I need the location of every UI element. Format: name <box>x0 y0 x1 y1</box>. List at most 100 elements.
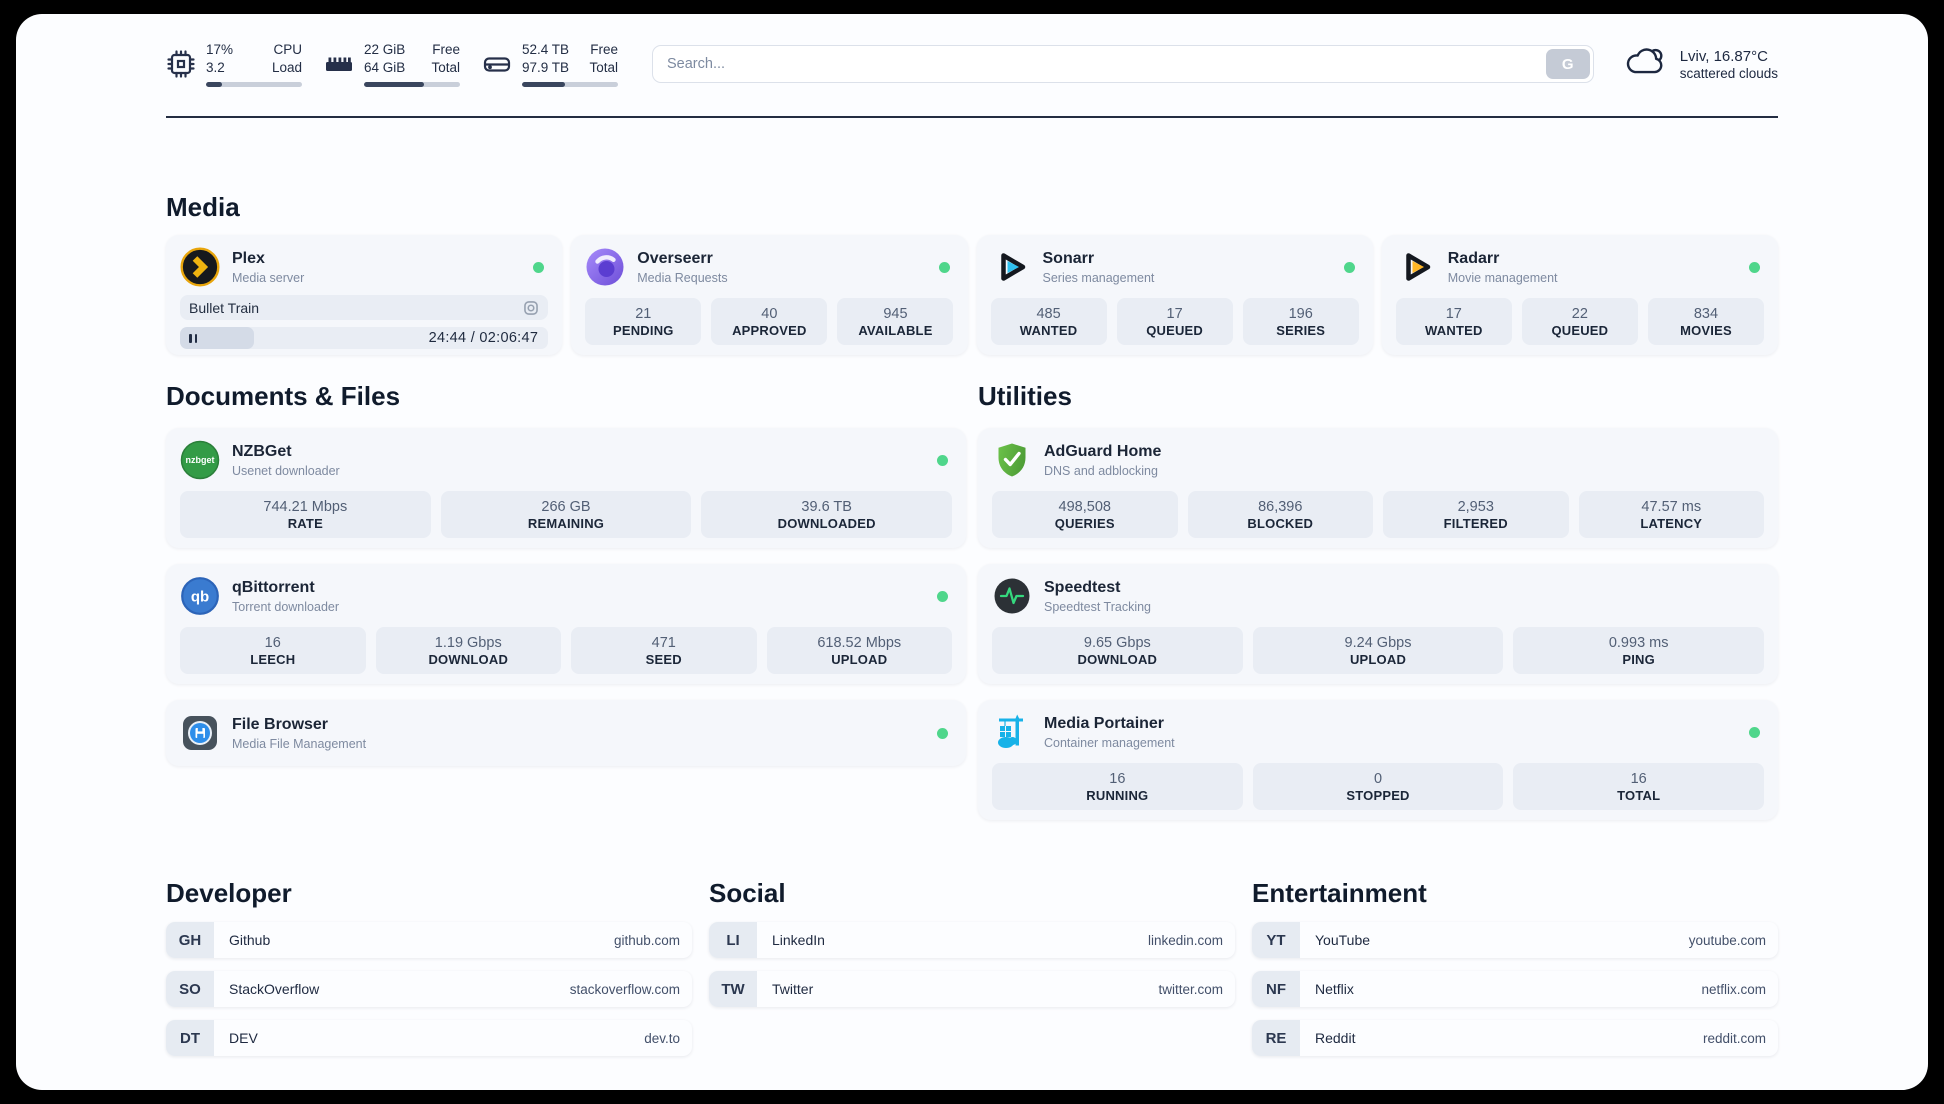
bookmark-url: reddit.com <box>1702 1030 1766 1046</box>
stat-queued: 17 QUEUED <box>1116 298 1233 345</box>
disk-progress-track <box>522 81 618 87</box>
app-card-nzbget[interactable]: nzbget NZBGet Usenet downloader 744.21 M… <box>166 428 966 548</box>
stat-rate: 744.21 Mbps RATE <box>180 491 431 538</box>
status-online-dot <box>533 261 545 273</box>
speedtest-icon <box>992 576 1032 616</box>
app-name: Radarr <box>1447 250 1500 268</box>
search-bar: G <box>652 45 1594 83</box>
stat-pending: 21 PENDING <box>585 298 702 345</box>
bookmark-name: YouTube <box>1315 932 1371 948</box>
bookmark-url: youtube.com <box>1688 932 1766 948</box>
stat-queries: 498,508 QUERIES <box>992 491 1178 538</box>
ram-icon <box>324 49 354 79</box>
cpu-stat: 17% 3.2 CPU Load <box>166 41 302 87</box>
disk-progress-fill <box>522 81 566 87</box>
app-name: Overseerr <box>637 250 713 268</box>
cpu-progress-track <box>206 81 302 87</box>
status-online-dot <box>938 261 950 273</box>
bookmark-url: netflix.com <box>1701 981 1766 997</box>
bookmark-dev[interactable]: DT DEV dev.to <box>166 1020 692 1056</box>
memory-stat: 22 GiB 64 GiB Free Total <box>324 41 460 87</box>
section-title-documents: Documents & Files <box>166 381 401 411</box>
app-card-qbittorrent[interactable]: qb qBittorrent Torrent downloader 16 LEE… <box>166 564 966 684</box>
app-description: Usenet downloader <box>232 463 340 478</box>
stat-movies: 834 MOVIES <box>1647 298 1764 345</box>
app-description: Speedtest Tracking <box>1044 599 1152 614</box>
playback-time: 24:44 / 02:06:47 <box>428 330 539 346</box>
app-card-radarr[interactable]: Radarr Movie management 17 WANTED 22 QUE… <box>1381 235 1778 355</box>
stat-latency: 47.57 ms LATENCY <box>1578 491 1764 538</box>
app-card-overseerr[interactable]: Overseerr Media Requests 21 PENDING 40 A… <box>571 235 968 355</box>
app-card-portainer[interactable]: Media Portainer Container management 16 … <box>978 700 1778 820</box>
app-name: File Browser <box>232 716 329 734</box>
stat-total: 16 TOTAL <box>1513 763 1765 810</box>
stat-download: 1.19 Gbps DOWNLOAD <box>375 627 561 674</box>
section-title-media: Media <box>166 192 240 222</box>
stat-stopped: 0 STOPPED <box>1252 763 1504 810</box>
bookmark-reddit[interactable]: RE Reddit reddit.com <box>1252 1020 1778 1056</box>
memory-labels: Free Total <box>431 42 460 75</box>
app-card-speedtest[interactable]: Speedtest Speedtest Tracking 9.65 Gbps D… <box>978 564 1778 684</box>
app-card-filebrowser[interactable]: File Browser Media File Management <box>166 700 966 766</box>
app-card-adguard[interactable]: AdGuard Home DNS and adblocking 498,508 … <box>978 428 1778 548</box>
bookmark-url: dev.to <box>644 1030 680 1046</box>
bookmark-group-social: Social LI LinkedIn linkedin.com TW Twitt… <box>709 878 1235 1056</box>
status-online-dot <box>1343 261 1355 273</box>
adguard-icon <box>992 440 1032 480</box>
stat-download: 9.65 Gbps DOWNLOAD <box>992 627 1243 674</box>
status-online-dot <box>937 590 948 602</box>
search-input[interactable] <box>652 45 1594 83</box>
stat-wanted: 485 WANTED <box>990 298 1107 345</box>
radarr-icon <box>1396 247 1436 287</box>
bookmark-twitter[interactable]: TW Twitter twitter.com <box>709 971 1235 1007</box>
stat-wanted: 17 WANTED <box>1395 298 1512 345</box>
now-playing-row[interactable]: Bullet Train <box>180 295 549 320</box>
stat-running: 16 RUNNING <box>992 763 1243 810</box>
weather-widget: Lviv, 16.87°C scattered clouds <box>1624 45 1778 83</box>
stat-queued: 22 QUEUED <box>1521 298 1638 345</box>
cloud-icon <box>1624 45 1668 83</box>
bookmark-stackoverflow[interactable]: SO StackOverflow stackoverflow.com <box>166 971 692 1007</box>
bookmark-name: Reddit <box>1315 1030 1356 1046</box>
bookmark-url: twitter.com <box>1158 981 1223 997</box>
bookmark-abbr: RE <box>1252 1020 1300 1056</box>
status-online-dot <box>1749 726 1760 738</box>
bookmark-group-developer: Developer GH Github github.com SO StackO… <box>166 878 692 1056</box>
top-bar: 17% 3.2 CPU Load <box>166 36 1778 92</box>
bookmark-abbr: SO <box>166 971 214 1007</box>
utilities-column: Utilities AdGuard Home DNS and <box>978 381 1778 820</box>
plex-icon <box>180 247 220 287</box>
bookmark-name: Github <box>229 932 271 948</box>
app-description: Movie management <box>1447 270 1558 285</box>
app-description: Series management <box>1042 270 1155 285</box>
bookmark-linkedin[interactable]: LI LinkedIn linkedin.com <box>709 922 1235 958</box>
bookmark-name: StackOverflow <box>229 981 320 997</box>
app-card-sonarr[interactable]: Sonarr Series management 485 WANTED 17 Q… <box>976 235 1373 355</box>
media-grid: Plex Media server Bullet Train 24:44 / 0… <box>166 235 1778 355</box>
overseerr-icon <box>585 247 625 287</box>
app-description: Media File Management <box>232 736 367 751</box>
app-card-plex[interactable]: Plex Media server Bullet Train 24:44 / 0… <box>166 235 563 355</box>
filebrowser-icon <box>180 713 220 753</box>
cpu-values: 17% 3.2 <box>206 42 234 75</box>
search-engine-button[interactable]: G <box>1545 49 1590 79</box>
bookmark-netflix[interactable]: NF Netflix netflix.com <box>1252 971 1778 1007</box>
bookmark-name: DEV <box>229 1030 258 1046</box>
stat-blocked: 86,396 BLOCKED <box>1187 491 1373 538</box>
playback-progress-bar[interactable]: 24:44 / 02:06:47 <box>180 327 549 349</box>
bookmark-abbr: NF <box>1252 971 1300 1007</box>
sonarr-icon <box>991 247 1031 287</box>
disk-labels: Free Total <box>589 42 618 75</box>
app-name: AdGuard Home <box>1044 443 1162 461</box>
bookmark-github[interactable]: GH Github github.com <box>166 922 692 958</box>
bookmark-youtube[interactable]: YT YouTube youtube.com <box>1252 922 1778 958</box>
qbittorrent-icon: qb <box>180 576 220 616</box>
bookmark-name: Twitter <box>772 981 814 997</box>
app-name: Media Portainer <box>1044 715 1165 733</box>
section-title-entertainment: Entertainment <box>1252 878 1427 908</box>
section-title-developer: Developer <box>166 878 292 908</box>
bookmark-url: linkedin.com <box>1147 932 1223 948</box>
app-description: Media Requests <box>637 270 728 285</box>
disk-values: 52.4 TB 97.9 TB <box>522 42 570 75</box>
